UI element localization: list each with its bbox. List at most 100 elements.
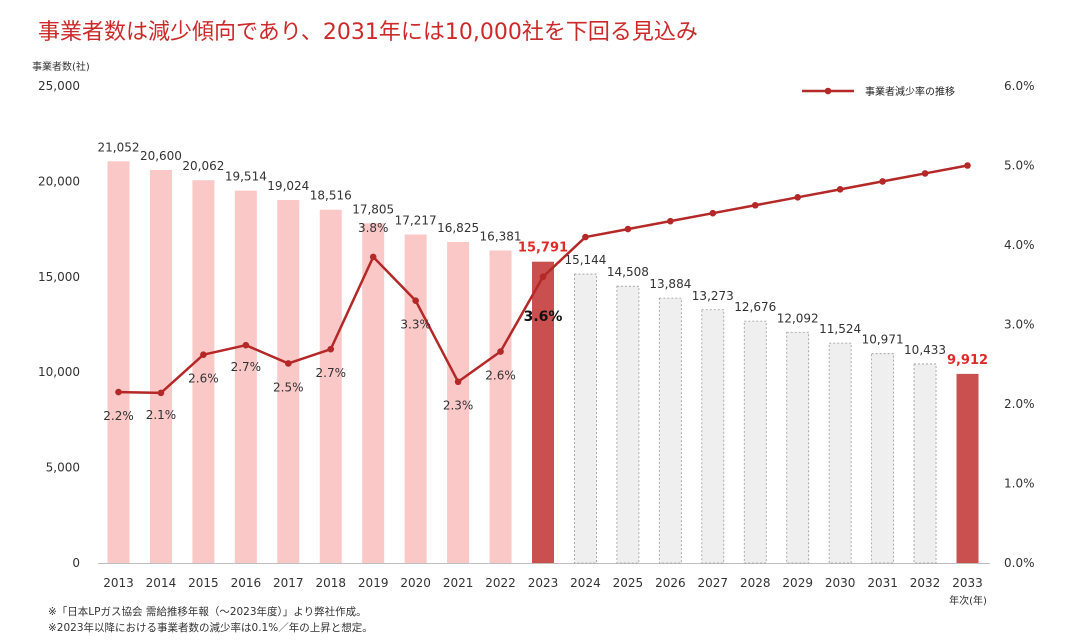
bar-2030 (828, 342, 852, 564)
line-value-label: 3.6% (524, 309, 563, 325)
bar-2021 (447, 241, 470, 563)
y-left-tick-label: 0 (72, 556, 80, 570)
bar-2033 (956, 373, 979, 563)
line-point-2033 (964, 162, 971, 169)
bar-2029 (786, 331, 810, 564)
x-tick-label: 2020 (400, 576, 431, 590)
bar-value-label: 19,514 (225, 170, 267, 184)
line-value-label: 2.3% (443, 399, 474, 413)
x-tick-label: 2025 (613, 576, 644, 590)
line-point-2018 (327, 345, 335, 353)
bar-value-label: 11,524 (819, 322, 861, 336)
x-tick-label: 2022 (485, 576, 516, 590)
bar-2024 (574, 273, 597, 564)
x-tick-label: 2029 (782, 576, 813, 590)
y-left-axis-title: 事業者数(社) (32, 60, 90, 73)
bar-2025 (616, 285, 640, 564)
line-point-2015 (200, 351, 207, 359)
bar-value-label: 10,971 (862, 333, 904, 347)
line-value-label: 2.6% (188, 372, 219, 386)
bar-value-label: 9,912 (947, 353, 988, 368)
bar-2028 (743, 320, 767, 564)
line-point-2024 (582, 233, 589, 241)
line-point-2027 (709, 209, 717, 217)
x-tick-label: 2032 (910, 576, 941, 590)
bar-value-label: 21,052 (98, 140, 140, 154)
bar-2031 (871, 353, 894, 564)
bar-2032 (913, 363, 937, 564)
bar-2026 (658, 297, 682, 564)
line-value-label: 2.2% (103, 409, 134, 423)
line-value-label: 3.8% (358, 221, 389, 235)
line-point-2032 (921, 170, 929, 177)
x-tick-label: 2016 (231, 576, 262, 590)
x-tick-label: 2027 (698, 576, 729, 590)
bar-value-label: 20,062 (182, 159, 224, 173)
line-point-2028 (751, 201, 759, 209)
bar-value-label: 15,791 (518, 241, 568, 256)
bar-2014 (149, 169, 172, 563)
y-right-tick-label: 5.0% (1004, 159, 1035, 173)
x-tick-label: 2013 (103, 576, 134, 590)
x-tick-label: 2026 (655, 576, 686, 590)
bar-value-label: 19,024 (267, 179, 309, 193)
bar-value-label: 10,433 (904, 343, 946, 357)
line-value-label: 2.6% (485, 369, 516, 383)
bar-2013 (107, 161, 130, 564)
x-tick-label: 2030 (825, 576, 856, 590)
y-left-tick-label: 25,000 (38, 79, 80, 93)
bar-2015 (192, 180, 215, 563)
y-right-tick-label: 1.0% (1004, 477, 1035, 491)
bar-2023 (532, 261, 554, 563)
y-right-tick-label: 3.0% (1004, 318, 1035, 332)
line-point-2026 (667, 217, 674, 225)
bar-value-label: 17,805 (352, 202, 394, 216)
bar-2022 (489, 250, 512, 564)
y-left-tick-label: 5,000 (46, 461, 80, 475)
x-axis-title: 年次(年) (949, 594, 987, 607)
line-point-2017 (285, 360, 292, 367)
legend-label: 事業者減少率の推移 (865, 85, 955, 98)
bar-value-label: 16,825 (437, 221, 479, 235)
bar-value-label: 12,676 (734, 300, 776, 314)
bar-2020 (404, 234, 427, 563)
line-point-2023 (539, 273, 547, 281)
chart-title: 事業者数は減少傾向であり、2031年には10,000社を下回る見込み (38, 20, 698, 45)
y-left-tick-label: 10,000 (38, 365, 80, 379)
line-point-2019 (369, 253, 377, 261)
bar-value-label: 16,381 (480, 229, 522, 243)
line-point-2029 (794, 194, 801, 201)
line-value-label: 2.7% (231, 360, 262, 374)
line-value-label: 2.1% (146, 408, 177, 422)
bar-value-label: 13,273 (692, 289, 734, 303)
bar-value-label: 17,217 (395, 213, 437, 227)
bar-value-label: 18,516 (310, 189, 352, 203)
line-point-2021 (454, 378, 462, 386)
bar-2016 (234, 190, 257, 563)
y-right-tick-label: 6.0% (1004, 79, 1035, 93)
y-left-tick-label: 20,000 (38, 174, 80, 188)
x-tick-label: 2014 (146, 576, 177, 590)
y-right-tick-label: 0.0% (1004, 556, 1035, 570)
assumption-note: ※2023年以降における事業者数の減少率は0.1%／年の上昇と想定。 (48, 622, 373, 634)
y-right-tick-label: 2.0% (1004, 397, 1035, 411)
line-point-2014 (157, 389, 165, 397)
line-point-2022 (497, 348, 504, 355)
line-point-2025 (624, 225, 632, 233)
legend-marker (824, 87, 832, 95)
bar-2017 (277, 200, 300, 563)
line-point-2031 (879, 178, 886, 185)
bar-value-label: 14,508 (607, 265, 649, 279)
line-value-label: 3.3% (400, 318, 431, 332)
bar-value-label: 12,092 (777, 311, 819, 325)
x-tick-label: 2033 (952, 576, 983, 590)
x-tick-label: 2018 (315, 576, 346, 590)
line-point-2020 (412, 297, 419, 304)
x-tick-label: 2028 (740, 576, 771, 590)
bar-value-label: 20,600 (140, 149, 182, 163)
bar-2027 (701, 309, 725, 564)
line-point-2013 (115, 388, 122, 396)
bar-value-label: 15,144 (564, 253, 606, 267)
source-note: ※「日本LPガス協会 需給推移年報（～2023年度）」より弊社作成。 (48, 606, 367, 618)
